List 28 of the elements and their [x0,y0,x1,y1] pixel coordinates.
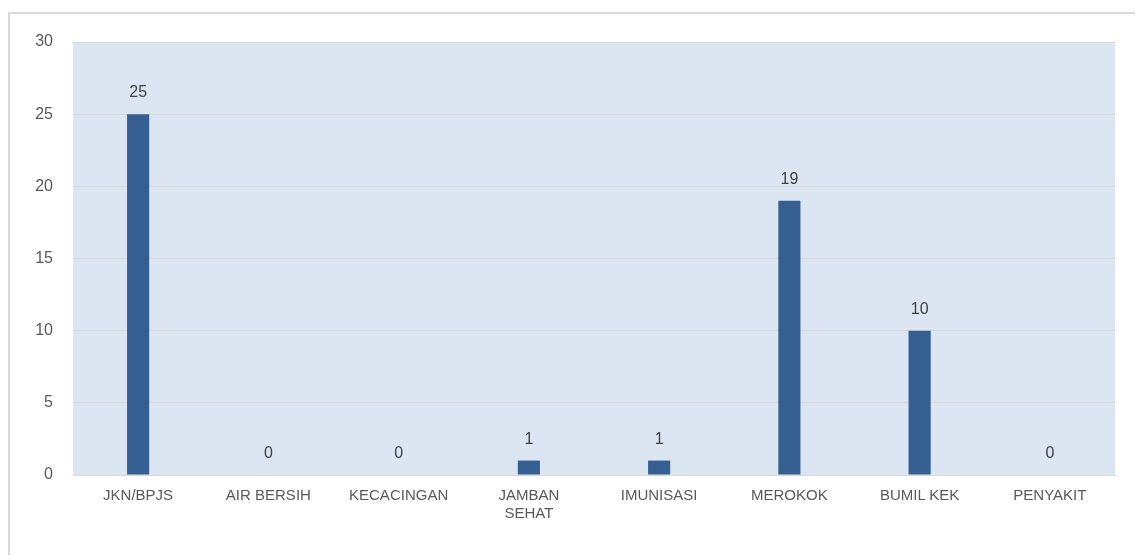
data-label: 10 [910,299,929,317]
y-tick-label: 20 [35,176,54,194]
y-tick-label: 30 [35,32,54,50]
bar [778,200,801,475]
data-label: 0 [1045,444,1055,461]
y-tick-label: 0 [44,465,54,483]
data-label: 1 [654,429,664,447]
x-tick-label: KECACINGAN [349,486,449,504]
data-label: 0 [394,444,404,461]
bar [127,114,150,475]
x-tick-label: AIR BERSIH [225,486,311,504]
x-tick-label: PENYAKIT [1013,486,1087,504]
data-label: 0 [263,444,273,461]
y-tick-label: 5 [44,393,54,411]
data-label: 19 [780,169,799,187]
bar [908,330,931,475]
bar [648,460,671,475]
x-tick-label: BUMIL KEK [879,486,960,504]
data-label: 25 [129,83,148,101]
y-tick-label: 25 [35,104,54,122]
data-label: 1 [524,429,534,447]
x-tick-label: IMUNISASI [620,486,698,504]
y-tick-label: 15 [35,248,54,266]
y-tick-label: 10 [35,321,54,339]
x-tick-label: JAMBAN SEHAT [498,486,560,522]
bar [517,460,540,475]
x-tick-label: JKN/BPJS [103,486,174,504]
x-tick-label: MEROKOK [751,486,828,504]
